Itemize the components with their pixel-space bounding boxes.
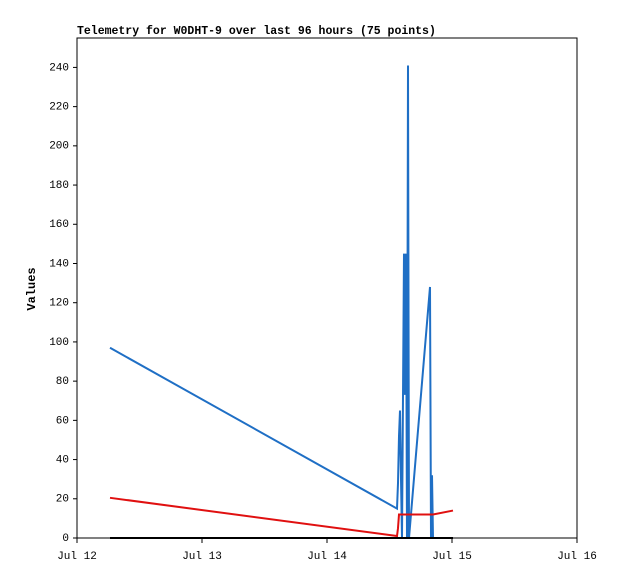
y-axis-label: Values — [25, 267, 39, 310]
y-tick-label: 220 — [49, 102, 69, 114]
x-tick-label: Jul 15 — [432, 551, 472, 563]
plot-frame — [76, 37, 578, 539]
series-line — [109, 496, 454, 538]
series-line — [109, 65, 453, 539]
y-tick-label: 80 — [56, 376, 69, 388]
y-tick-label: 40 — [56, 454, 69, 466]
y-tick-label: 200 — [49, 141, 69, 153]
x-tick-label: Jul 13 — [182, 551, 222, 563]
y-tick-label: 60 — [56, 415, 69, 427]
y-tick-label: 120 — [49, 298, 69, 310]
y-tick-label: 20 — [56, 494, 69, 506]
y-tick-label: 240 — [49, 62, 69, 74]
y-tick-label: 180 — [49, 180, 69, 192]
x-tick-label: Jul 12 — [57, 551, 97, 563]
x-tick-label: Jul 14 — [307, 551, 347, 563]
y-tick-label: 160 — [49, 219, 69, 231]
x-tick-label: Jul 16 — [557, 551, 597, 563]
y-tick-label: 100 — [49, 337, 69, 349]
y-tick-label: 140 — [49, 258, 69, 270]
chart-title: Telemetry for W0DHT-9 over last 96 hours… — [77, 25, 436, 38]
y-tick-label: 0 — [62, 533, 69, 545]
